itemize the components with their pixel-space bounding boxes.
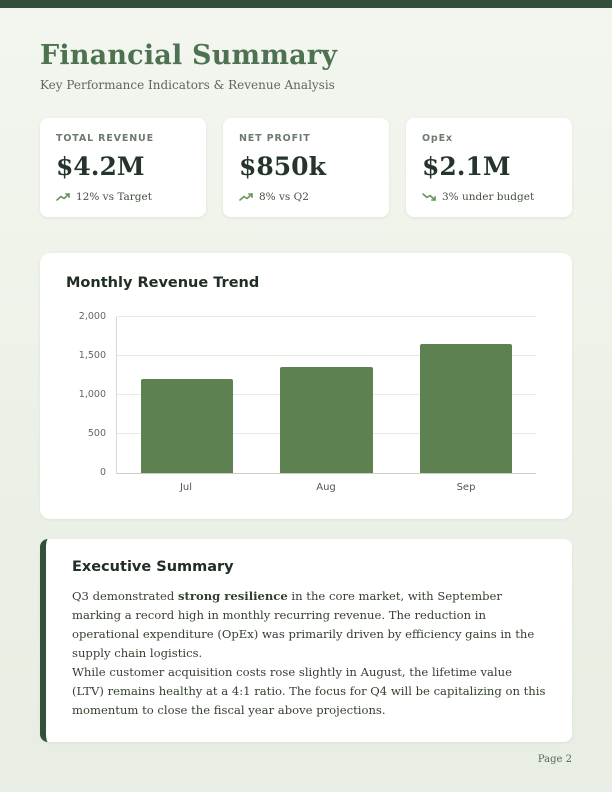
chart-bars <box>117 317 536 473</box>
kpi-card-total-revenue: TOTAL REVENUE $4.2M 12% vs Target <box>40 118 206 217</box>
y-tick-label: 1,500 <box>78 349 106 361</box>
chart-plot-area <box>116 315 536 474</box>
gridline <box>117 315 536 317</box>
gridline <box>117 354 536 356</box>
kpi-row: TOTAL REVENUE $4.2M 12% vs Target NET PR… <box>40 118 572 217</box>
kpi-card-net-profit: NET PROFIT $850k 8% vs Q2 <box>223 118 389 217</box>
chart-x-axis: Jul Aug Sep <box>116 482 536 493</box>
y-tick-label: 0 <box>99 466 106 478</box>
bar-slot <box>396 317 536 473</box>
summary-text: Q3 demonstrated <box>72 588 178 603</box>
kpi-value: $2.1M <box>422 152 511 181</box>
bar-slot <box>117 317 257 473</box>
bar-jul <box>140 378 233 473</box>
trend-up-icon <box>56 192 70 202</box>
y-tick-label: 500 <box>87 427 106 439</box>
page-subtitle: Key Performance Indicators & Revenue Ana… <box>40 78 335 92</box>
page-number: Page 2 <box>537 754 572 765</box>
kpi-trend-label: 12% vs Target <box>76 190 152 203</box>
kpi-value: $850k <box>239 152 326 181</box>
trend-up-icon <box>239 192 253 202</box>
summary-title: Executive Summary <box>72 558 234 575</box>
bar-aug <box>280 367 373 473</box>
revenue-bar-chart: 0 500 1,000 1,500 2,000 Jul Aug Sep <box>66 311 546 493</box>
kpi-trend-label: 3% under budget <box>442 190 535 203</box>
chart-title: Monthly Revenue Trend <box>66 274 260 291</box>
chart-y-axis: 0 500 1,000 1,500 2,000 <box>66 311 116 478</box>
bar-slot <box>257 317 397 473</box>
summary-text: in the core market, with September marki… <box>72 588 535 660</box>
top-accent-bar <box>0 0 612 8</box>
summary-paragraph-2: While customer acquisition costs rose sl… <box>72 664 546 717</box>
y-tick-label: 1,000 <box>78 388 106 400</box>
kpi-card-opex: OpEx $2.1M 3% under budget <box>406 118 572 217</box>
kpi-label: NET PROFIT <box>239 133 311 144</box>
page-footer: Page 2 <box>538 754 572 765</box>
kpi-value: $4.2M <box>56 152 145 181</box>
trend-down-icon <box>422 192 436 202</box>
y-tick-label: 2,000 <box>78 310 106 322</box>
summary-bold-text: strong resilience <box>177 588 288 603</box>
x-tick-label: Jul <box>179 481 193 493</box>
kpi-label: TOTAL REVENUE <box>56 133 154 144</box>
kpi-trend: 8% vs Q2 <box>239 191 373 203</box>
page-content: Financial Summary Key Performance Indica… <box>0 8 612 742</box>
chart-card: Monthly Revenue Trend 0 500 1,000 1,500 2,00… <box>40 252 572 519</box>
executive-summary-card: Executive Summary Q3 demonstrated strong… <box>40 538 572 742</box>
kpi-trend: 3% under budget <box>422 191 556 203</box>
bar-sep <box>420 343 513 473</box>
kpi-label: OpEx <box>422 133 453 144</box>
summary-paragraph-1: Q3 demonstrated strong resilience in the… <box>72 587 546 663</box>
x-tick-label: Aug <box>316 481 336 493</box>
x-tick-label: Sep <box>456 481 476 493</box>
chart-plot-column: Jul Aug Sep <box>116 315 546 493</box>
kpi-trend-label: 8% vs Q2 <box>259 190 309 203</box>
page-title: Financial Summary <box>40 40 338 71</box>
kpi-trend: 12% vs Target <box>56 191 190 203</box>
report-header: Financial Summary Key Performance Indica… <box>40 8 572 92</box>
